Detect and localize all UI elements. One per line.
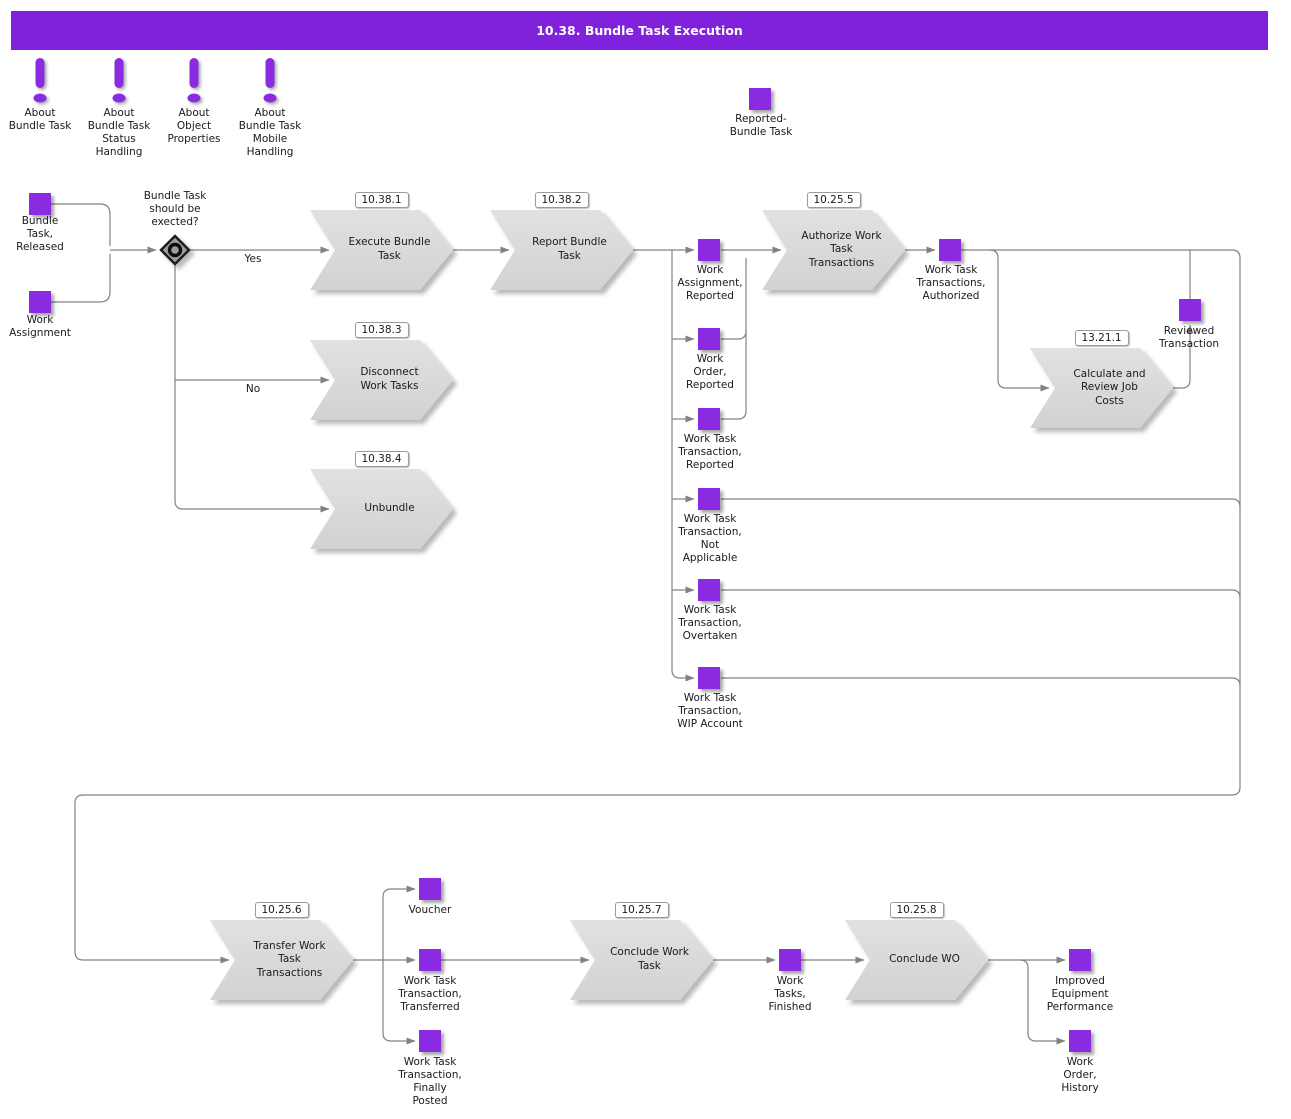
state-work-task-transaction-transferred[interactable] <box>419 949 441 971</box>
state-work-task-transactions-authorized[interactable] <box>939 239 961 261</box>
state-label-work-assignment: Work Assignment <box>9 314 71 340</box>
state-label-work-task-transaction-reported: Work Task Transaction, Reported <box>678 433 742 472</box>
about-link-label: About Bundle Task Status Handling <box>87 107 151 159</box>
state-reported-bundle-task[interactable] <box>749 88 771 110</box>
exclamation-icon <box>263 58 277 103</box>
process-badge: 10.25.7 <box>614 902 669 918</box>
state-label-improved-equipment-performance: Improved Equipment Performance <box>1046 975 1114 1014</box>
process-badge: 13.21.1 <box>1074 330 1129 346</box>
process-badge: 10.38.1 <box>354 192 409 208</box>
decision-question-label: Bundle Task should be exected? <box>143 190 207 229</box>
process-badge: 10.25.6 <box>254 902 309 918</box>
state-work-task-transaction-wip-account[interactable] <box>698 667 720 689</box>
connectors <box>51 203 1241 1045</box>
chevron-shape <box>310 210 453 290</box>
process-label: Execute Bundle Task <box>348 236 431 262</box>
process-unbundle[interactable]: Unbundle 10.38.4 <box>310 451 453 549</box>
state-label-work-task-transaction-not-applicable: Work Task Transaction, Not Applicable <box>678 513 742 565</box>
process-badge: 10.38.4 <box>354 451 409 467</box>
process-badge: 10.38.2 <box>534 192 589 208</box>
state-label-work-order-history: Work Order, History <box>1061 1056 1099 1095</box>
diagram-title-bar: 10.38. Bundle Task Execution <box>11 11 1268 50</box>
about-link-mobile-handling[interactable]: About Bundle Task Mobile Handling <box>210 58 330 160</box>
process-label: Authorize Work Task Transactions <box>801 229 882 269</box>
state-work-tasks-finished[interactable] <box>779 949 801 971</box>
state-work-task-transaction-finally-posted[interactable] <box>419 1030 441 1052</box>
about-link-label: About Object Properties <box>167 107 221 146</box>
state-reviewed-transaction[interactable] <box>1179 299 1201 321</box>
state-label-work-task-transaction-transferred: Work Task Transaction, Transferred <box>398 975 462 1014</box>
process-conclude-work-task[interactable]: Conclude Work Task 10.25.7 <box>570 902 713 1000</box>
state-label-work-task-transaction-finally-posted: Work Task Transaction, Finally Posted <box>398 1056 462 1108</box>
state-voucher[interactable] <box>419 878 441 900</box>
chevron-shape <box>490 210 633 290</box>
process-label: Conclude WO <box>889 953 960 966</box>
chevron-shape <box>570 920 713 1000</box>
process-label: Disconnect Work Tasks <box>360 366 419 392</box>
chevron-shape <box>1030 348 1173 428</box>
process-disconnect-work-tasks[interactable]: Disconnect Work Tasks 10.38.3 <box>310 322 453 420</box>
exclamation-icon <box>33 58 47 103</box>
process-transfer-work-task-transactions[interactable]: Transfer Work Task Transactions 10.25.6 <box>210 902 353 1000</box>
state-label-work-task-transaction-wip-account: Work Task Transaction, WIP Account <box>677 692 743 731</box>
state-label-voucher: Voucher <box>408 904 452 916</box>
state-label-work-order-reported: Work Order, Reported <box>686 353 734 392</box>
decision-no-label: No <box>245 383 261 395</box>
state-label-reported-bundle-task: Reported- Bundle Task <box>729 113 793 139</box>
exclamation-icon <box>187 58 201 103</box>
state-label-work-tasks-finished: Work Tasks, Finished <box>768 975 812 1014</box>
process-authorize-work-task-transactions[interactable]: Authorize Work Task Transactions 10.25.5 <box>762 192 905 290</box>
state-improved-equipment-performance[interactable] <box>1069 949 1091 971</box>
state-work-task-transaction-not-applicable[interactable] <box>698 488 720 510</box>
state-work-order-history[interactable] <box>1069 1030 1091 1052</box>
process-calculate-review-job-costs[interactable]: Calculate and Review Job Costs 13.21.1 <box>1030 330 1173 428</box>
about-link-object-properties[interactable]: About Object Properties <box>134 58 254 146</box>
process-label: Unbundle <box>364 502 415 515</box>
state-label-work-assignment-reported: Work Assignment, Reported <box>677 264 743 303</box>
state-work-assignment-reported[interactable] <box>698 239 720 261</box>
process-badge: 10.25.5 <box>806 192 861 208</box>
exclamation-icon <box>112 58 126 103</box>
chevron-shape <box>310 469 453 549</box>
state-label-reviewed-transaction: Reviewed Transaction <box>1158 325 1220 351</box>
chevron-shape <box>845 920 988 1000</box>
page-title: 10.38. Bundle Task Execution <box>536 23 743 38</box>
about-link-status-handling[interactable]: About Bundle Task Status Handling <box>59 58 179 160</box>
state-work-task-transaction-reported[interactable] <box>698 408 720 430</box>
decision-gateway <box>159 234 191 266</box>
process-report-bundle-task[interactable]: Report Bundle Task 10.38.2 <box>490 192 633 290</box>
state-label-work-task-transactions-authorized: Work Task Transactions, Authorized <box>916 264 986 303</box>
process-execute-bundle-task[interactable]: Execute Bundle Task 10.38.1 <box>310 192 453 290</box>
about-link-label: About Bundle Task <box>8 107 72 133</box>
chevron-shape <box>210 920 353 1000</box>
decision-yes-label: Yes <box>244 253 262 265</box>
process-label: Report Bundle Task <box>532 236 607 262</box>
chevron-shape <box>762 210 905 290</box>
process-badge: 10.25.8 <box>889 902 944 918</box>
chevron-shape <box>310 340 453 420</box>
state-work-task-transaction-overtaken[interactable] <box>698 579 720 601</box>
state-bundle-task-released[interactable] <box>29 193 51 215</box>
about-link-label: About Bundle Task Mobile Handling <box>238 107 302 159</box>
process-conclude-wo[interactable]: Conclude WO 10.25.8 <box>845 902 988 1000</box>
about-link-bundle-task[interactable]: About Bundle Task <box>0 58 100 133</box>
process-label: Transfer Work Task Transactions <box>253 939 326 979</box>
state-label-bundle-task-released: Bundle Task, Released <box>16 215 64 254</box>
state-work-assignment[interactable] <box>29 291 51 313</box>
state-work-order-reported[interactable] <box>698 328 720 350</box>
process-label: Conclude Work Task <box>610 946 689 972</box>
process-label: Calculate and Review Job Costs <box>1073 367 1146 407</box>
state-label-work-task-transaction-overtaken: Work Task Transaction, Overtaken <box>678 604 742 643</box>
process-badge: 10.38.3 <box>354 322 409 338</box>
